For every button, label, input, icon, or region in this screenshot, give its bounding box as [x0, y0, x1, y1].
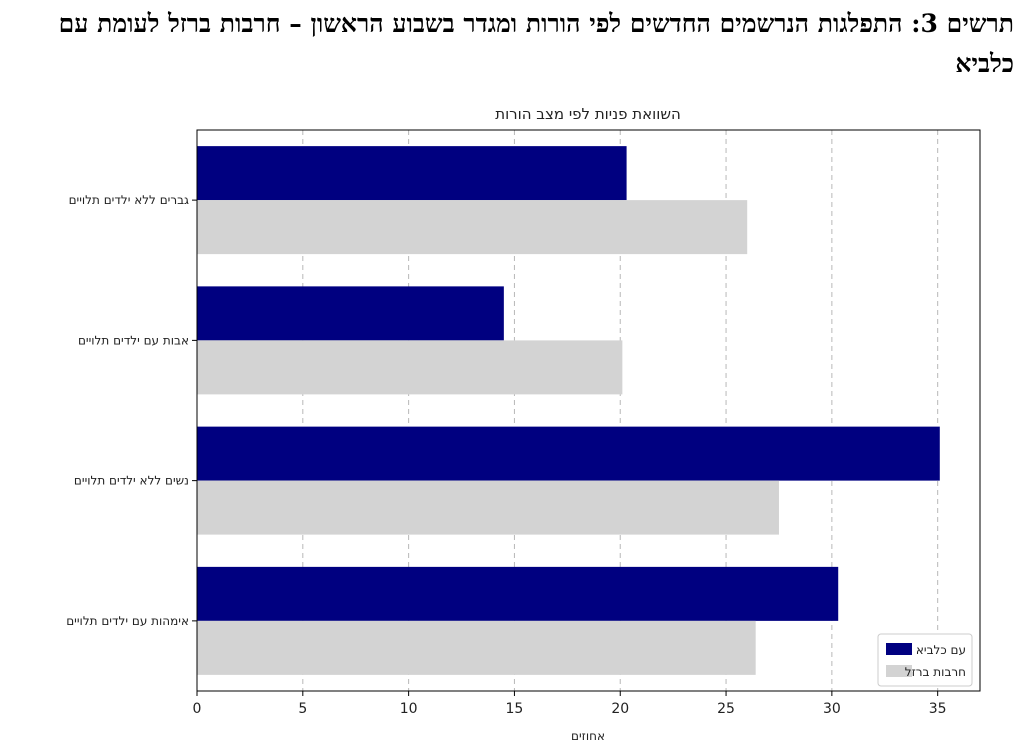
- x-tick-label: 0: [193, 701, 202, 717]
- bar: [197, 620, 756, 675]
- category-labels: גברים ללא ילדים תלויים אבות עם ילדים תלוי…: [66, 193, 197, 628]
- legend-swatch: [886, 665, 912, 677]
- x-tick-label: 5: [298, 701, 307, 717]
- x-tick-label: 15: [506, 701, 524, 717]
- bar: [197, 566, 839, 621]
- bar: [197, 340, 623, 395]
- legend-label: חרבות ברזל: [905, 665, 966, 679]
- category-label: נשים ללא ילדים תלויים: [74, 474, 189, 488]
- x-tick-label: 10: [400, 701, 418, 717]
- legend: עם כלביא חרבות ברזל: [877, 633, 973, 687]
- bar: [197, 426, 940, 481]
- bar: [197, 286, 504, 341]
- document-title: תרשים 3: התפלגות הנרשמים החדשים לפי הורו…: [58, 9, 1014, 78]
- x-axis-ticks: 0 5 10 15 20 25 30 35: [193, 691, 947, 717]
- bar: [197, 200, 748, 255]
- x-tick-label: 35: [929, 701, 947, 717]
- x-axis-label: אחוזים: [571, 729, 605, 743]
- bar: [197, 480, 779, 535]
- legend-swatch: [886, 643, 912, 655]
- chart-title: השוואת פניות לפי מצב הורות: [495, 105, 681, 123]
- category-label: אימהות עם ילדים תלויים: [66, 614, 189, 628]
- bar: [197, 146, 627, 201]
- x-tick-label: 20: [611, 701, 629, 717]
- x-tick-label: 25: [717, 701, 735, 717]
- plot-frame: [196, 129, 981, 692]
- category-label: גברים ללא ילדים תלויים: [69, 193, 189, 207]
- category-label: אבות עם ילדים תלויים: [78, 333, 189, 347]
- bars: [197, 146, 940, 675]
- x-tick-label: 30: [823, 701, 841, 717]
- legend-label: עם כלביא: [916, 643, 966, 657]
